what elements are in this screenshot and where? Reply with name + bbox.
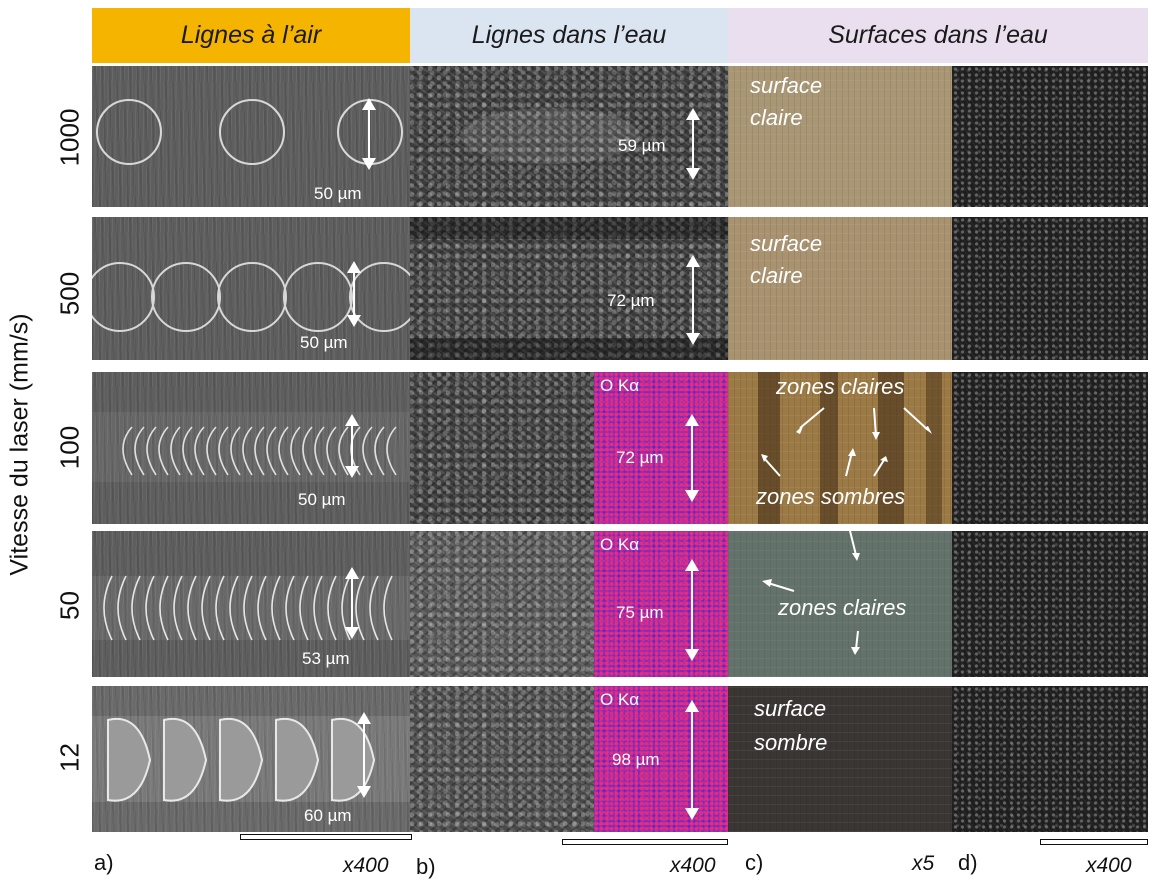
panel-a-100: 50 µm xyxy=(92,372,410,524)
panel-b-50 xyxy=(410,531,594,677)
panel-d-500 xyxy=(952,217,1148,360)
width-label: 50 µm xyxy=(298,490,346,509)
surface-text-1: surface xyxy=(750,231,823,256)
surface-text-2: claire xyxy=(750,263,803,288)
panel-d-1000 xyxy=(952,66,1148,207)
panel-b-500: 72 µm xyxy=(410,217,728,360)
width-label: 60 µm xyxy=(304,806,352,825)
oxygen-map-label: O Kα xyxy=(600,376,640,395)
panel-c-50: zones claires xyxy=(728,531,952,677)
y-axis-label: Vitesse du laser (mm/s) xyxy=(5,313,34,576)
surface-text-1: surface xyxy=(750,73,823,98)
speed-label-1000: 1000 xyxy=(54,108,85,167)
width-label: 72 µm xyxy=(616,448,664,467)
header-lignes-air: Lignes à l’air xyxy=(92,8,410,63)
panel-a-1000: 50 µm xyxy=(92,66,410,207)
panel-a-500: 50 µm xyxy=(92,217,410,360)
label-b: b) xyxy=(416,854,436,879)
panel-d-50 xyxy=(952,531,1148,677)
panel-b-oxygen-map-12: O Kα 98 µm xyxy=(594,686,728,832)
surface-text-2: sombre xyxy=(754,730,828,755)
width-label: 72 µm xyxy=(607,291,655,310)
panel-b-12 xyxy=(410,686,594,832)
panel-a-50: 53 µm xyxy=(92,531,410,677)
width-label: 98 µm xyxy=(612,750,660,769)
oxygen-map-label: O Kα xyxy=(600,690,640,709)
magnification-a: x400 xyxy=(343,854,389,877)
scale-bar-d xyxy=(1040,839,1148,845)
speed-label-12: 12 xyxy=(54,743,85,772)
panel-b-oxygen-map-100: O Kα 72 µm xyxy=(594,372,728,524)
zones-claires-label: zones claires xyxy=(778,595,907,620)
header-lignes-eau: Lignes dans l’eau xyxy=(410,8,728,63)
label-d: d) xyxy=(958,850,978,875)
width-label: 50 µm xyxy=(314,184,362,203)
panel-c-12: surface sombre xyxy=(728,686,952,832)
zones-sombres-label: zones sombres xyxy=(756,484,906,509)
width-label: 75 µm xyxy=(616,603,664,622)
speed-label-500: 500 xyxy=(54,271,85,316)
label-c: c) xyxy=(745,850,764,875)
speed-label-50: 50 xyxy=(54,591,85,620)
panel-d-100 xyxy=(952,372,1148,524)
zones-claires-label: zones claires xyxy=(776,374,905,399)
oxygen-map-label: O Kα xyxy=(600,535,640,554)
label-a: a) xyxy=(94,850,114,875)
surface-text-2: claire xyxy=(750,105,803,130)
width-label: 53 µm xyxy=(302,649,350,668)
header-surfaces-eau: Surfaces dans l’eau xyxy=(728,8,1148,63)
magnification-c: x5 xyxy=(912,852,935,875)
speed-label-100: 100 xyxy=(54,425,85,470)
panel-c-1000: surface claire xyxy=(728,66,952,207)
panel-d-12 xyxy=(952,686,1148,832)
panel-b-oxygen-map-50: O Kα 75 µm xyxy=(594,531,728,677)
scale-bar-b xyxy=(562,839,728,845)
panel-b-100 xyxy=(410,372,594,524)
panel-c-100: zones claires zones sombres xyxy=(728,372,952,524)
magnification-b: x400 xyxy=(670,854,716,877)
scale-bar-a xyxy=(240,834,412,840)
panel-b-1000: 59 µm xyxy=(410,66,728,207)
magnification-d: x400 xyxy=(1086,854,1132,877)
surface-text-1: surface xyxy=(754,696,827,721)
width-label: 59 µm xyxy=(618,136,666,155)
panel-a-12: 60 µm xyxy=(92,686,410,832)
panel-c-500: surface claire xyxy=(728,217,952,360)
width-label: 50 µm xyxy=(300,333,348,352)
